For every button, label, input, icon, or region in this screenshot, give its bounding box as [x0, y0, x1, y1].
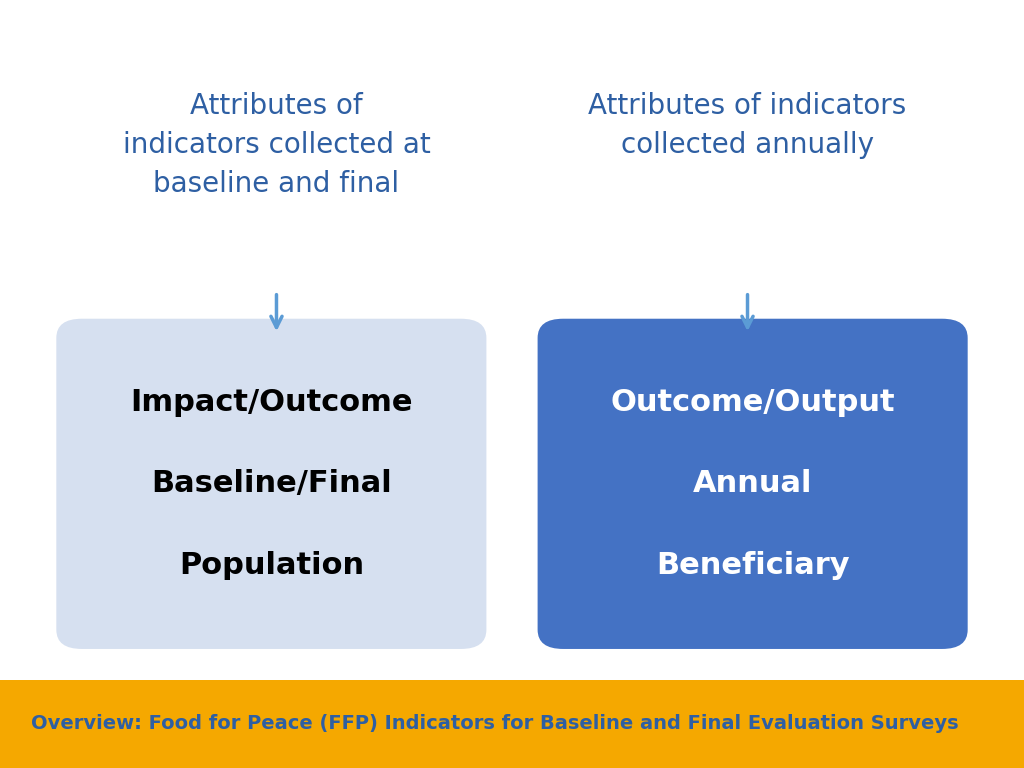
FancyBboxPatch shape: [0, 680, 1024, 768]
Text: Baseline/Final: Baseline/Final: [151, 469, 392, 498]
FancyBboxPatch shape: [538, 319, 968, 649]
Text: Population: Population: [179, 551, 364, 580]
Text: Attributes of
indicators collected at
baseline and final: Attributes of indicators collected at ba…: [123, 92, 430, 198]
Text: Overview: Food for Peace (FFP) Indicators for Baseline and Final Evaluation Surv: Overview: Food for Peace (FFP) Indicator…: [31, 714, 958, 733]
FancyBboxPatch shape: [56, 319, 486, 649]
Text: Attributes of indicators
collected annually: Attributes of indicators collected annua…: [589, 92, 906, 159]
Text: Beneficiary: Beneficiary: [655, 551, 850, 580]
Text: Annual: Annual: [693, 469, 812, 498]
Text: Impact/Outcome: Impact/Outcome: [130, 388, 413, 416]
Text: Outcome/Output: Outcome/Output: [610, 388, 895, 416]
